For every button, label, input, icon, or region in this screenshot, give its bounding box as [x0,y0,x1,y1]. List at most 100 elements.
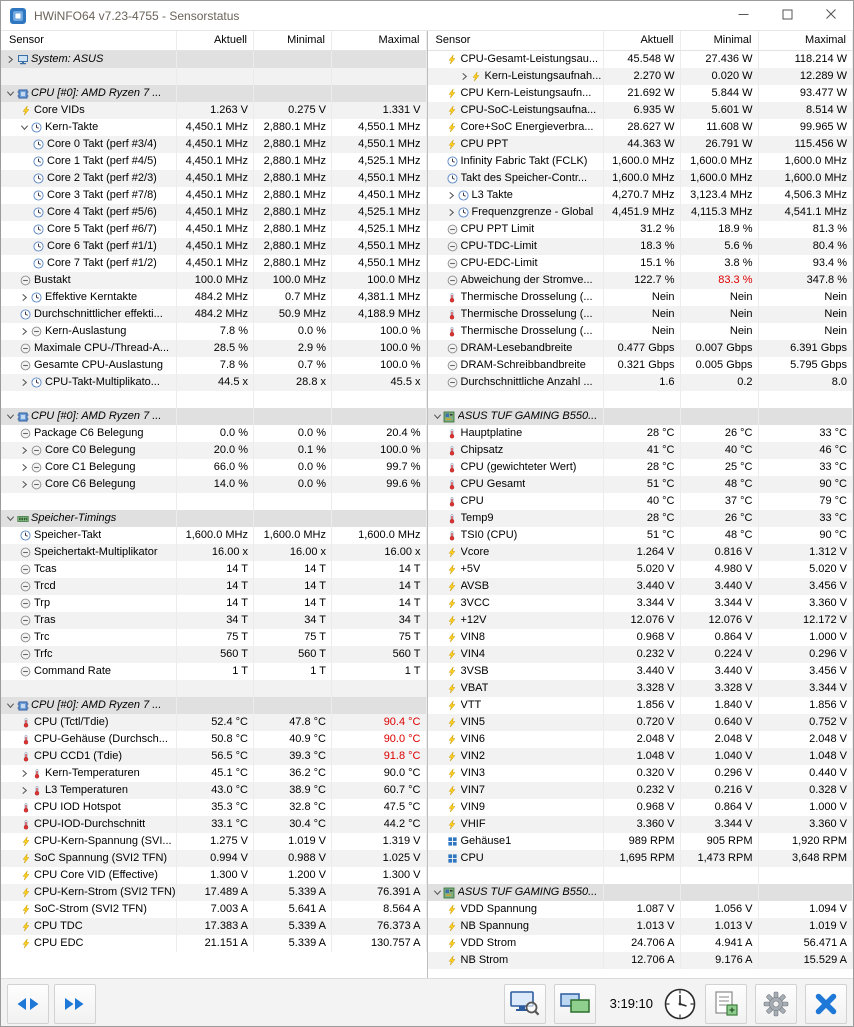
section-header-row[interactable]: CPU [#0]: AMD Ryzen 7 ... [1,408,427,425]
sensor-row[interactable]: CPU Core VID (Effective) 1.300 V 1.200 V 1.… [1,867,427,884]
sensor-row[interactable]: CPU 40 °C 37 °C 79 °C [427,493,853,510]
sensor-row[interactable]: CPU IOD Hotspot 35.3 °C 32.8 °C 47.5 °C [1,799,427,816]
chevron-down-icon[interactable] [5,513,16,524]
chevron-down-icon[interactable] [432,411,443,422]
sensor-row[interactable]: Core C6 Belegung 14.0 % 0.0 % 99.6 % [1,476,427,493]
sensor-row[interactable]: Kern-Temperaturen 45.1 °C 36.2 °C 90.0 °C [1,765,427,782]
report-button[interactable] [705,983,747,1024]
sensor-row[interactable]: Core 4 Takt (perf #5/6) 4,450.1 MHz 2,880.… [1,204,427,221]
sensor-row[interactable]: Trfc 560 T 560 T 560 T [1,646,427,663]
sensor-row[interactable]: VIN5 0.720 V 0.640 V 0.752 V [427,714,853,731]
sensor-row[interactable]: Core 1 Takt (perf #4/5) 4,450.1 MHz 2,880.… [1,153,427,170]
sensor-row[interactable]: Core+SoC Energieverbra... 28.627 W 11.608 … [427,119,853,136]
sensor-row[interactable]: CPU-Gesamt-Leistungsau... 45.548 W 27.436 … [427,51,853,68]
sensor-row[interactable]: Kern-Takte 4,450.1 MHz 2,880.1 MHz 4,550.1 … [1,119,427,136]
column-minimal[interactable]: Minimal [681,31,759,50]
sensor-row[interactable]: VIN3 0.320 V 0.296 V 0.440 V [427,765,853,782]
sensor-row[interactable]: NB Spannung 1.013 V 1.013 V 1.019 V [427,918,853,935]
chevron-right-icon[interactable] [459,71,470,82]
sensor-row[interactable]: Package C6 Belegung 0.0 % 0.0 % 20.4 % [1,425,427,442]
sensor-row[interactable]: VIN6 2.048 V 2.048 V 2.048 V [427,731,853,748]
chevron-right-icon[interactable] [19,785,30,796]
sensor-row[interactable]: CPU-EDC-Limit 15.1 % 3.8 % 93.4 % [427,255,853,272]
section-header-row[interactable]: ASUS TUF GAMING B550... [427,884,853,901]
sensor-row[interactable]: VBAT 3.328 V 3.328 V 3.344 V [427,680,853,697]
sensor-row[interactable]: CPU 1,695 RPM 1,473 RPM 3,648 RPM [427,850,853,867]
sensor-row[interactable]: 3VCC 3.344 V 3.344 V 3.360 V [427,595,853,612]
sensor-row[interactable]: Core 3 Takt (perf #7/8) 4,450.1 MHz 2,880.… [1,187,427,204]
sensor-row[interactable]: DRAM-Lesebandbreite 0.477 Gbps 0.007 Gbps 6… [427,340,853,357]
column-maximal[interactable]: Maximal [332,31,427,50]
sensor-row[interactable]: AVSB 3.440 V 3.440 V 3.456 V [427,578,853,595]
sensor-row[interactable]: CPU-Gehäuse (Durchsch... 50.8 °C 40.9 °C 90… [1,731,427,748]
sensor-row[interactable]: CPU (gewichteter Wert) 28 °C 25 °C 33 °C [427,459,853,476]
sensor-row[interactable]: VIN9 0.968 V 0.864 V 1.000 V [427,799,853,816]
sensor-row[interactable]: Thermische Drosselung (... Nein Nein Nein [427,306,853,323]
sensor-row[interactable]: Maximale CPU-/Thread-A... 28.5 % 2.9 % 100.… [1,340,427,357]
sensor-row[interactable]: Bustakt 100.0 MHz 100.0 MHz 100.0 MHz [1,272,427,289]
sensor-row[interactable]: SoC-Strom (SVI2 TFN) 7.003 A 5.641 A 8.564 … [1,901,427,918]
sensor-row[interactable]: Core 6 Takt (perf #1/1) 4,450.1 MHz 2,880.… [1,238,427,255]
sensor-row[interactable]: Core 7 Takt (perf #1/2) 4,450.1 MHz 2,880.… [1,255,427,272]
sensor-row[interactable]: +12V 12.076 V 12.076 V 12.172 V [427,612,853,629]
sensor-row[interactable]: DRAM-Schreibbandbreite 0.321 Gbps 0.005 Gb… [427,357,853,374]
sensor-row[interactable]: Trc 75 T 75 T 75 T [1,629,427,646]
chevron-down-icon[interactable] [5,88,16,99]
sensor-row[interactable]: CPU Kern-Leistungsaufn... 21.692 W 5.844 W… [427,85,853,102]
sensor-row[interactable]: Effektive Kerntakte 484.2 MHz 0.7 MHz 4,381… [1,289,427,306]
sensor-row[interactable]: CPU PPT 44.363 W 26.791 W 115.456 W [427,136,853,153]
sensor-row[interactable]: VIN2 1.048 V 1.040 V 1.048 V [427,748,853,765]
settings-button[interactable] [755,983,797,1024]
sensor-row[interactable]: VDD Spannung 1.087 V 1.056 V 1.094 V [427,901,853,918]
chevron-right-icon[interactable] [19,479,30,490]
chevron-right-icon[interactable] [19,292,30,303]
column-sensor[interactable]: Sensor [1,31,177,50]
dual-monitors-button[interactable] [553,983,596,1024]
sensor-row[interactable]: CPU EDC 21.151 A 5.339 A 130.757 A [1,935,427,952]
sensor-row[interactable]: Kern-Leistungsaufnah... 2.270 W 0.020 W 12.… [427,68,853,85]
sensor-row[interactable]: L3 Takte 4,270.7 MHz 3,123.4 MHz 4,506.3 MH… [427,187,853,204]
maximize-button[interactable] [765,1,809,31]
sensor-row[interactable]: Abweichung der Stromve... 122.7 % 83.3 % 34… [427,272,853,289]
sensor-row[interactable]: Core VIDs 1.263 V 0.275 V 1.331 V [1,102,427,119]
sensor-row[interactable]: Speicher-Takt 1,600.0 MHz 1,600.0 MHz 1,600… [1,527,427,544]
chevron-down-icon[interactable] [19,122,30,133]
column-minimal[interactable]: Minimal [254,31,332,50]
sensor-row[interactable]: Thermische Drosselung (... Nein Nein Nein [427,323,853,340]
sensor-row[interactable]: TSI0 (CPU) 51 °C 48 °C 90 °C [427,527,853,544]
nav-arrows-button[interactable] [7,983,49,1024]
sensor-row[interactable]: Tras 34 T 34 T 34 T [1,612,427,629]
sensor-row[interactable]: Temp9 28 °C 26 °C 33 °C [427,510,853,527]
chevron-right-icon[interactable] [19,445,30,456]
chevron-down-icon[interactable] [432,887,443,898]
sensor-row[interactable]: Gesamte CPU-Auslastung 7.8 % 0.7 % 100.0 % [1,357,427,374]
remote-monitor-button[interactable] [503,983,546,1024]
sensor-row[interactable]: NB Strom 12.706 A 9.176 A 15.529 A [427,952,853,969]
sensor-row[interactable]: VDD Strom 24.706 A 4.941 A 56.471 A [427,935,853,952]
sensor-row[interactable]: Hauptplatine 28 °C 26 °C 33 °C [427,425,853,442]
sensor-row[interactable]: Core C1 Belegung 66.0 % 0.0 % 99.7 % [1,459,427,476]
sensor-row[interactable]: Kern-Auslastung 7.8 % 0.0 % 100.0 % [1,323,427,340]
section-header-row[interactable]: ASUS TUF GAMING B550... [427,408,853,425]
sensor-row[interactable]: Core 0 Takt (perf #3/4) 4,450.1 MHz 2,880.… [1,136,427,153]
sensor-row[interactable]: VHIF 3.360 V 3.344 V 3.360 V [427,816,853,833]
sensor-row[interactable]: Durchschnittlicher effekti... 484.2 MHz 50… [1,306,427,323]
column-maximal[interactable]: Maximal [759,31,853,50]
chevron-down-icon[interactable] [5,700,16,711]
sensor-row[interactable]: CPU (Tctl/Tdie) 52.4 °C 47.8 °C 90.4 °C [1,714,427,731]
chevron-right-icon[interactable] [19,768,30,779]
sensor-row[interactable]: Vcore 1.264 V 0.816 V 1.312 V [427,544,853,561]
column-sensor[interactable]: Sensor [428,31,604,50]
sensor-row[interactable]: Takt des Speicher-Contr... 1,600.0 MHz 1,6… [427,170,853,187]
chevron-right-icon[interactable] [19,462,30,473]
section-header-row[interactable]: System: ASUS [1,51,427,68]
section-header-row[interactable]: CPU [#0]: AMD Ryzen 7 ... [1,85,427,102]
sensor-row[interactable]: Durchschnittliche Anzahl ... 1.6 0.2 8.0 [427,374,853,391]
sensor-row[interactable]: Core C0 Belegung 20.0 % 0.1 % 100.0 % [1,442,427,459]
sensor-row[interactable]: L3 Temperaturen 43.0 °C 38.9 °C 60.7 °C [1,782,427,799]
minimize-button[interactable] [721,1,765,31]
close-sensors-button[interactable] [805,983,847,1024]
sensor-row[interactable]: CPU Gesamt 51 °C 48 °C 90 °C [427,476,853,493]
